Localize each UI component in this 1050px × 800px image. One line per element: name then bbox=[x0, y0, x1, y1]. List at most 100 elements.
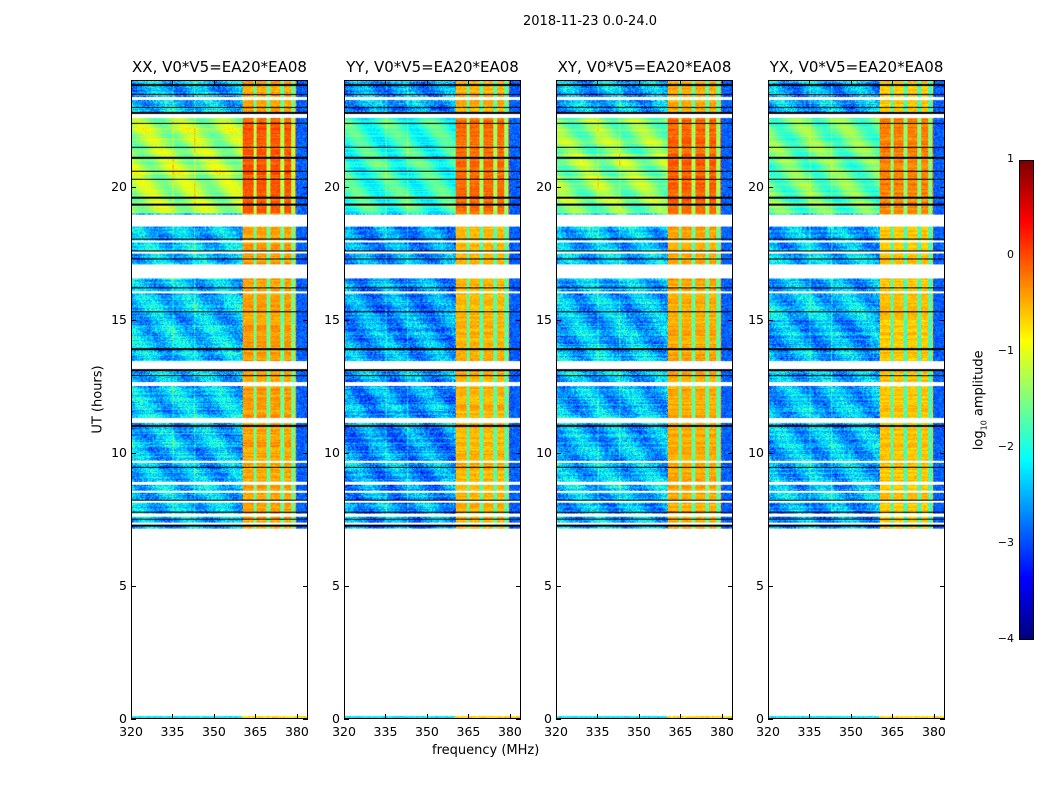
x-tick-mark bbox=[344, 714, 345, 719]
y-tick-label: 0 bbox=[332, 711, 340, 726]
y-tick-mark bbox=[131, 319, 136, 321]
colorbar-tick-label: 0 bbox=[1007, 248, 1014, 261]
x-tick-mark bbox=[680, 80, 682, 85]
y-tick-mark bbox=[728, 452, 733, 454]
x-tick-label: 320 bbox=[756, 724, 780, 739]
x-tick-label: 350 bbox=[202, 724, 226, 739]
y-tick-label: 0 bbox=[119, 711, 127, 726]
y-tick-mark bbox=[303, 186, 308, 188]
x-tick-label: 320 bbox=[332, 724, 356, 739]
colorbar-label-rest: amplitude bbox=[971, 350, 987, 421]
x-tick-mark bbox=[638, 714, 640, 719]
panel-title: XX, V0*V5=EA20*EA08 bbox=[132, 58, 307, 76]
y-tick-label: 0 bbox=[544, 711, 552, 726]
panel-title: YX, V0*V5=EA20*EA08 bbox=[769, 58, 944, 76]
y-tick-mark bbox=[728, 719, 733, 720]
x-tick-mark bbox=[213, 80, 215, 85]
x-tick-mark bbox=[131, 714, 132, 719]
y-tick-mark bbox=[556, 452, 561, 454]
x-tick-mark bbox=[385, 714, 387, 719]
y-tick-label: 10 bbox=[111, 444, 127, 460]
y-tick-mark bbox=[131, 452, 136, 454]
x-tick-label: 365 bbox=[243, 724, 268, 739]
y-tick-mark bbox=[344, 585, 349, 587]
heatmap-panel bbox=[131, 80, 308, 719]
x-tick-label: 350 bbox=[415, 724, 439, 739]
panel-title: XY, V0*V5=EA20*EA08 bbox=[557, 58, 732, 76]
x-tick-label: 350 bbox=[627, 724, 651, 739]
y-tick-mark bbox=[516, 186, 521, 188]
x-tick-mark bbox=[509, 714, 511, 719]
x-tick-mark bbox=[680, 714, 682, 719]
y-tick-mark bbox=[940, 719, 945, 720]
y-tick-mark bbox=[768, 585, 773, 587]
heatmap-canvas bbox=[557, 81, 732, 718]
y-tick-label: 0 bbox=[756, 711, 764, 726]
x-tick-mark bbox=[172, 714, 174, 719]
x-tick-label: 335 bbox=[585, 724, 610, 739]
y-tick-mark bbox=[728, 585, 733, 587]
y-tick-mark bbox=[940, 186, 945, 188]
y-tick-mark bbox=[303, 452, 308, 454]
x-tick-label: 350 bbox=[839, 724, 863, 739]
x-tick-mark bbox=[721, 714, 723, 719]
y-tick-mark bbox=[344, 186, 349, 188]
x-tick-mark bbox=[255, 714, 257, 719]
heatmap-panel bbox=[768, 80, 945, 719]
x-tick-mark bbox=[172, 80, 174, 85]
x-tick-label: 365 bbox=[668, 724, 693, 739]
colorbar-tick-label: −3 bbox=[997, 536, 1014, 549]
heatmap-panel bbox=[344, 80, 521, 719]
x-tick-label: 320 bbox=[119, 724, 143, 739]
x-tick-label: 335 bbox=[160, 724, 185, 739]
y-tick-mark bbox=[344, 319, 349, 321]
y-tick-mark bbox=[303, 585, 308, 587]
x-tick-mark bbox=[597, 714, 599, 719]
colorbar-label-sub: 10 bbox=[979, 420, 989, 431]
y-tick-label: 15 bbox=[324, 311, 340, 327]
y-tick-label: 20 bbox=[324, 178, 340, 194]
y-tick-mark bbox=[516, 319, 521, 321]
x-tick-label: 380 bbox=[710, 724, 734, 739]
y-tick-label: 5 bbox=[544, 577, 552, 593]
x-tick-mark bbox=[426, 714, 428, 719]
x-tick-mark bbox=[721, 80, 723, 85]
y-tick-label: 15 bbox=[111, 311, 127, 327]
y-tick-mark bbox=[768, 186, 773, 188]
y-tick-mark bbox=[556, 719, 561, 720]
x-tick-mark bbox=[344, 80, 345, 85]
x-tick-mark bbox=[296, 714, 298, 719]
x-axis-label: frequency (MHz) bbox=[432, 743, 540, 758]
x-tick-label: 365 bbox=[880, 724, 905, 739]
y-tick-label: 20 bbox=[536, 178, 552, 194]
x-tick-label: 380 bbox=[922, 724, 946, 739]
x-tick-mark bbox=[809, 80, 811, 85]
y-tick-mark bbox=[940, 319, 945, 321]
y-tick-label: 20 bbox=[111, 178, 127, 194]
y-tick-mark bbox=[556, 319, 561, 321]
heatmap-canvas bbox=[132, 81, 307, 718]
x-tick-mark bbox=[255, 80, 257, 85]
x-tick-mark bbox=[892, 714, 894, 719]
x-tick-mark bbox=[850, 80, 852, 85]
y-tick-mark bbox=[556, 186, 561, 188]
x-tick-mark bbox=[768, 80, 769, 85]
y-tick-mark bbox=[131, 186, 136, 188]
colorbar-tick-label: −1 bbox=[997, 344, 1014, 357]
y-tick-label: 5 bbox=[332, 577, 340, 593]
y-tick-mark bbox=[940, 452, 945, 454]
colorbar-tick-label: 1 bbox=[1007, 152, 1014, 165]
panel-title: YY, V0*V5=EA20*EA08 bbox=[346, 58, 519, 76]
y-tick-mark bbox=[768, 319, 773, 321]
y-tick-mark bbox=[728, 319, 733, 321]
colorbar bbox=[1019, 160, 1034, 640]
colorbar-tick-label: −2 bbox=[997, 440, 1014, 453]
x-tick-mark bbox=[426, 80, 428, 85]
y-tick-mark bbox=[940, 585, 945, 587]
figure-title: 2018-11-23 0.0-24.0 bbox=[523, 14, 657, 29]
y-tick-mark bbox=[556, 585, 561, 587]
y-tick-label: 10 bbox=[748, 444, 764, 460]
x-tick-mark bbox=[768, 714, 769, 719]
x-tick-mark bbox=[468, 714, 470, 719]
y-tick-mark bbox=[303, 319, 308, 321]
